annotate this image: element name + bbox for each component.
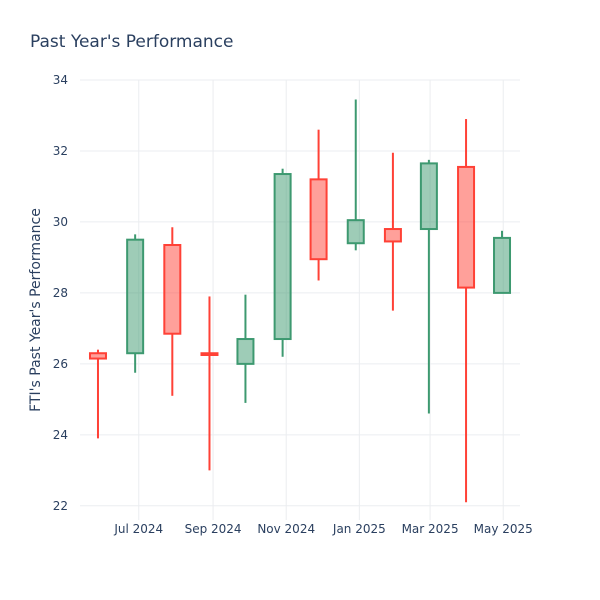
candle: [88, 349, 107, 439]
candle: [419, 159, 438, 414]
x-tick-label: Nov 2024: [257, 522, 315, 536]
y-tick-label: 30: [53, 215, 68, 229]
candle-body: [88, 352, 107, 360]
candle: [309, 129, 328, 281]
candle: [383, 152, 402, 311]
x-tick-label: Sep 2024: [185, 522, 242, 536]
y-tick-label: 32: [53, 144, 68, 158]
candle-body: [236, 338, 255, 365]
candle-body: [493, 236, 512, 294]
candle: [236, 294, 255, 403]
candle-body: [163, 244, 182, 335]
candle-body: [200, 352, 219, 356]
candle: [457, 119, 476, 503]
candle: [200, 296, 219, 471]
candle: [273, 168, 292, 357]
candles: [88, 99, 512, 503]
y-tick-label: 26: [53, 357, 68, 371]
x-tick-label: May 2025: [474, 522, 533, 536]
y-tick-label: 34: [53, 73, 68, 87]
candle: [163, 227, 182, 396]
chart-title: Past Year's Performance: [30, 32, 234, 52]
candle: [346, 99, 365, 251]
y-tick-label: 24: [53, 428, 68, 442]
candle: [126, 234, 145, 373]
y-tick-labels: 22 24 26 28 30 32 34: [53, 73, 68, 513]
candle-body: [419, 162, 438, 231]
y-axis-title: FTI's Past Year's Performance: [28, 208, 44, 412]
candle: [493, 230, 512, 294]
y-tick-label: 22: [53, 499, 68, 513]
candle-body: [273, 173, 292, 341]
candle-body: [346, 219, 365, 245]
x-tick-label: Jul 2024: [113, 522, 163, 536]
candle-body: [457, 165, 476, 289]
candle-body: [383, 228, 402, 243]
x-tick-labels: Jul 2024 Sep 2024 Nov 2024 Jan 2025 Mar 2025…: [113, 522, 532, 536]
x-tick-label: Jan 2025: [332, 522, 386, 536]
gridlines: [80, 79, 520, 520]
x-tick-label: Mar 2025: [402, 522, 459, 536]
y-tick-label: 28: [53, 286, 68, 300]
candle-body: [126, 238, 145, 355]
candle-body: [309, 178, 328, 261]
